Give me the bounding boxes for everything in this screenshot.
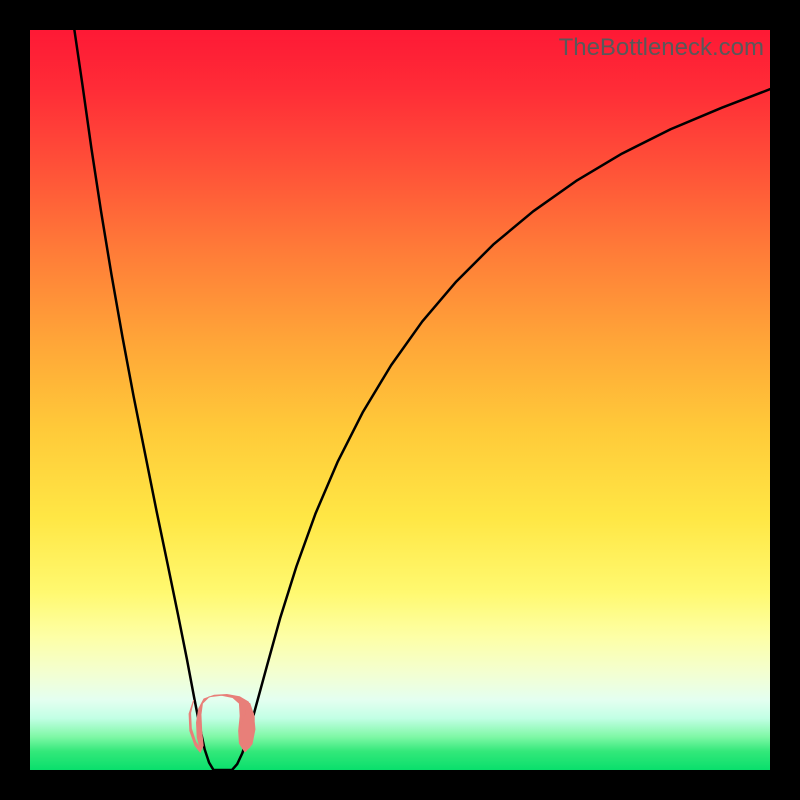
chart-frame: TheBottleneck.com [0,0,800,800]
plot-svg [30,30,770,770]
plot-background [30,30,770,770]
attribution-watermark: TheBottleneck.com [559,34,764,62]
plot-area [30,30,770,770]
